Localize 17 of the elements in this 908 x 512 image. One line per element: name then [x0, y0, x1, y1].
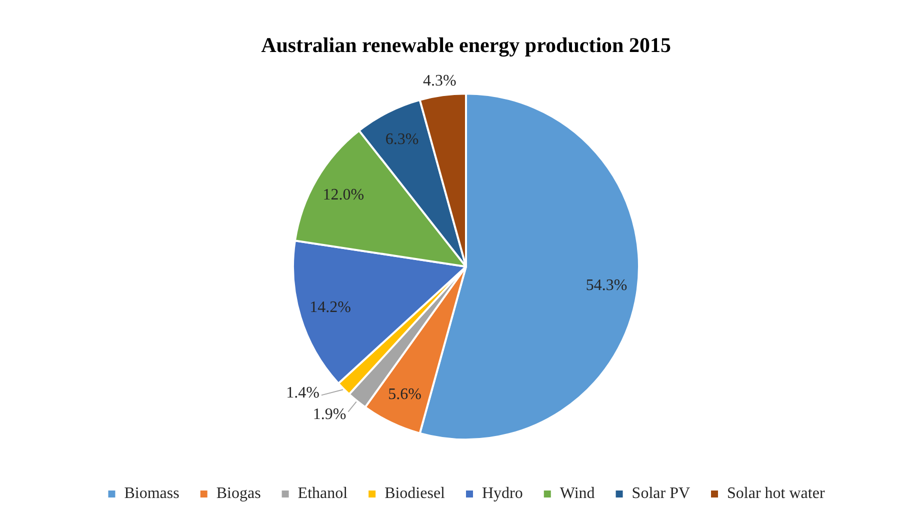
chart-title: Australian renewable energy production 2015	[261, 33, 671, 58]
data-label: 4.3%	[422, 72, 456, 90]
data-label: 1.4%	[286, 384, 320, 402]
legend-label: Hydro	[482, 485, 523, 502]
legend-label: Biogas	[216, 485, 261, 502]
legend-label: Ethanol	[298, 485, 348, 502]
legend-label: Solar hot water	[727, 485, 826, 502]
data-label: 6.3%	[385, 131, 419, 148]
legend-label: Wind	[560, 485, 595, 502]
data-label: 5.6%	[388, 386, 422, 403]
data-label: 14.2%	[310, 299, 351, 316]
data-label: 12.0%	[322, 186, 364, 204]
data-label: 54.3%	[586, 276, 628, 294]
legend-label: Solar PV	[632, 485, 690, 502]
data-label: 1.9%	[312, 406, 346, 424]
legend-label: Biomass	[124, 485, 180, 502]
legend-label: Biodiesel	[384, 485, 446, 502]
